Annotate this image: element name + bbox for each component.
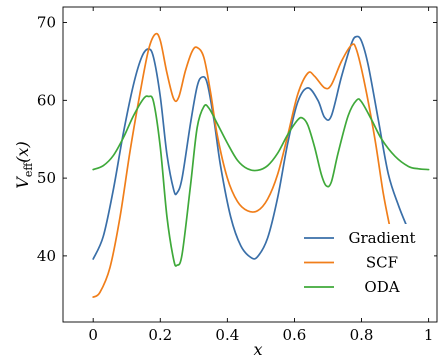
- plot-frame: [62, 6, 438, 323]
- y-tick-label: 40: [37, 247, 56, 265]
- y-tick-label: 50: [37, 169, 56, 187]
- y-tick-label: 60: [37, 91, 56, 109]
- y-axis-label-main: V: [13, 176, 32, 189]
- y-axis-label-sub: eff: [22, 162, 35, 178]
- tick-labels: 0 0.2 0.4 0.6 0.8 1 40 50 60 70: [37, 14, 433, 344]
- y-axis-label: Veff(x): [13, 141, 35, 188]
- x-tick-label: 0.4: [215, 326, 239, 344]
- x-axis-label: x: [253, 340, 262, 359]
- legend-label-scf: SCF: [366, 254, 398, 272]
- x-tick-label: 0: [88, 326, 98, 344]
- x-tick-label: 1: [424, 326, 434, 344]
- legend-label-gradient: Gradient: [348, 229, 415, 247]
- legend-label-oda: ODA: [364, 278, 399, 296]
- y-axis-label-arg: (x): [13, 141, 32, 163]
- legend: Gradient SCF ODA: [298, 224, 434, 302]
- x-tick-label: 0.2: [148, 326, 172, 344]
- y-tick-label: 70: [37, 14, 56, 32]
- tick-marks: [63, 7, 437, 322]
- series-line-scf: [92, 32, 391, 298]
- series-line-oda: [92, 95, 430, 267]
- x-tick-label: 0.6: [283, 326, 307, 344]
- series-lines: [92, 32, 430, 298]
- series-line-gradient: [92, 35, 408, 260]
- x-tick-label: 0.8: [350, 326, 374, 344]
